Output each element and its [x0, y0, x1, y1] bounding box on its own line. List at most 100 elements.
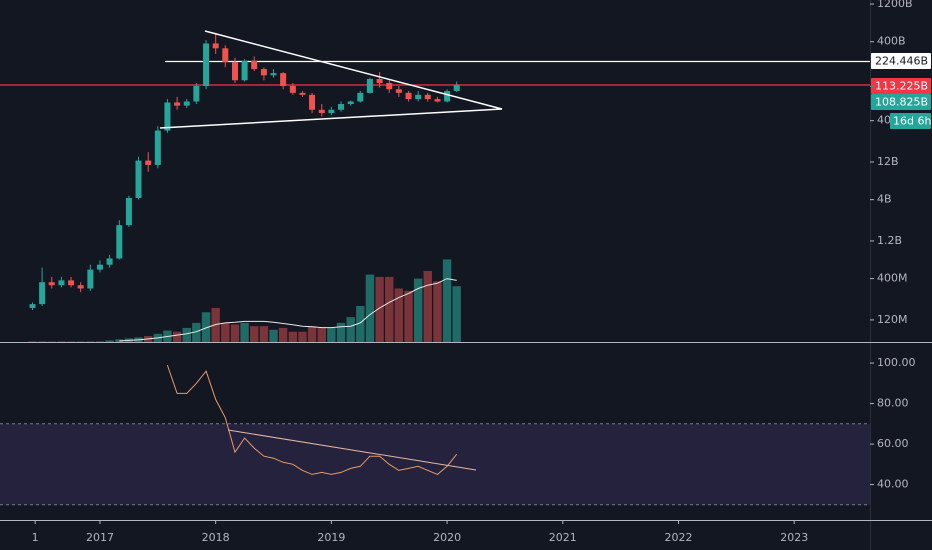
candle-body	[289, 85, 296, 93]
x-tick-label: 2019	[317, 531, 345, 544]
volume-bar	[47, 341, 56, 342]
x-tick-label: 2018	[202, 531, 230, 544]
y-tick-label: 120M	[877, 313, 908, 326]
candle-body	[193, 85, 200, 102]
x-tick-label: 1	[32, 531, 39, 544]
candle-body	[424, 94, 431, 100]
volume-bar	[221, 322, 230, 342]
volume-bar	[375, 276, 384, 342]
x-tick-label: 2023	[780, 531, 808, 544]
candle-body	[270, 73, 277, 76]
candle-body	[241, 60, 248, 81]
marker-label: 108.825B	[875, 96, 928, 109]
volume-bar	[259, 326, 269, 342]
volume-bar	[356, 305, 365, 342]
y-tick-label: 4B	[877, 193, 892, 206]
drawings	[159, 30, 503, 471]
volume-bar	[442, 259, 452, 342]
candle-body	[174, 102, 181, 106]
triangle-lower-line	[159, 108, 503, 129]
candle-body	[58, 280, 65, 286]
candle-body	[376, 78, 383, 84]
candle-body	[318, 109, 325, 114]
y-tick-label: 80.00	[877, 397, 909, 410]
rsi-line	[166, 364, 458, 475]
countdown-box	[890, 113, 931, 129]
candle-body	[444, 91, 451, 102]
y-tick-label: 1200B	[877, 0, 913, 10]
candle-body	[77, 285, 84, 289]
volume-bar	[95, 341, 105, 342]
candle-body	[299, 92, 306, 95]
candle-body	[125, 197, 132, 226]
volume-bar	[346, 317, 355, 342]
candle-body	[203, 43, 210, 86]
candle-body	[68, 280, 75, 286]
candle-body	[366, 78, 373, 93]
candle-body	[328, 109, 335, 114]
volume-bar	[452, 286, 461, 342]
candle-body	[347, 101, 354, 105]
candle-body	[212, 43, 219, 49]
y-tick-label: 60.00	[877, 437, 909, 450]
volume-bar	[250, 326, 259, 342]
x-tick-label: 2022	[665, 531, 693, 544]
volume-bar	[433, 281, 442, 342]
volume-ma-line	[119, 278, 457, 342]
candle-body	[135, 160, 142, 198]
candle-body	[48, 282, 55, 286]
volume-bar	[327, 327, 336, 342]
volume-bar	[317, 327, 326, 342]
candle-body	[39, 282, 46, 305]
y-tick-label: 100.00	[877, 356, 916, 369]
volume-bar	[336, 322, 346, 342]
volume-bar	[288, 331, 298, 342]
candle-body	[232, 62, 239, 81]
volume-bar	[28, 341, 37, 342]
countdown: 16d 6h	[893, 115, 931, 128]
price-label-box	[871, 78, 931, 94]
candle-body	[309, 94, 316, 110]
volume-bar	[423, 270, 432, 342]
candle-body	[453, 84, 460, 92]
x-tick-label: 2021	[549, 531, 577, 544]
rsi-pane	[0, 364, 870, 506]
candle-body	[87, 269, 94, 289]
volume-bar	[37, 341, 47, 342]
candle-body	[386, 83, 393, 90]
price-label: 113.225B	[875, 80, 928, 93]
volume-bar	[76, 341, 85, 342]
volume-bar	[105, 340, 114, 342]
candle-body	[434, 99, 441, 102]
candle-body	[154, 130, 161, 165]
price-label-box	[871, 53, 931, 69]
candle-body	[222, 48, 229, 63]
volume-bar	[201, 312, 211, 342]
volume-bar	[278, 327, 288, 342]
volume-bar	[86, 341, 95, 342]
y-tick-label: 400M	[877, 272, 908, 285]
candle-body	[337, 104, 344, 110]
triangle-upper-line	[204, 30, 503, 110]
candle-body	[29, 304, 36, 308]
candle-body	[395, 89, 402, 93]
candle-body	[106, 258, 113, 265]
y-tick-label: 12B	[877, 155, 899, 168]
rsi-trendline	[227, 429, 477, 471]
volume-bar	[240, 322, 249, 342]
volume-bar	[192, 322, 201, 342]
candle-body	[415, 94, 422, 100]
candle-body	[357, 92, 364, 102]
y-tick-label: 400B	[877, 35, 906, 48]
volume-bar	[413, 278, 423, 342]
x-tick-label: 2017	[86, 531, 114, 544]
candle-body	[405, 92, 412, 100]
candle-body	[96, 264, 103, 270]
candle-body	[145, 160, 152, 165]
candle-body	[280, 73, 287, 86]
volume-bar	[394, 288, 404, 342]
volume-bar	[385, 276, 394, 342]
volume-bar	[269, 329, 278, 342]
marker-label-box	[871, 94, 931, 110]
